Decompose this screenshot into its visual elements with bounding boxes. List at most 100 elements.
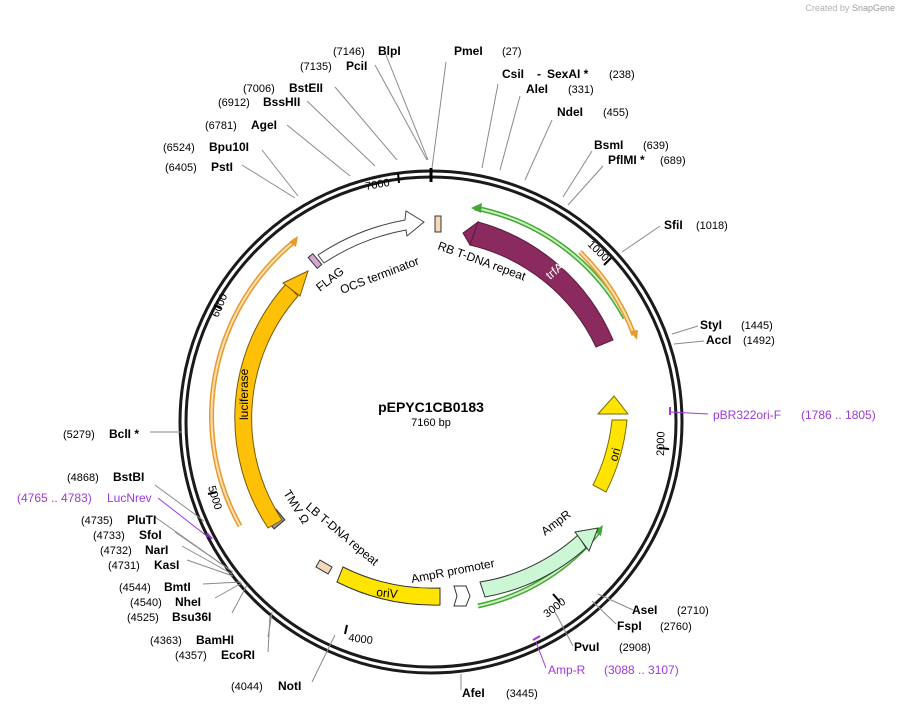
site-bstbi[interactable]: (4868) BstBI bbox=[67, 470, 144, 484]
tick-7000: 7000 bbox=[364, 177, 390, 193]
svg-text:(4731): (4731) bbox=[108, 560, 140, 572]
lb-tdna-feature[interactable] bbox=[315, 559, 333, 575]
site-ndei[interactable]: NdeI (455) bbox=[557, 105, 629, 119]
orange-primer-arrow-right bbox=[630, 330, 638, 340]
svg-text:(4363): (4363) bbox=[150, 635, 182, 647]
site-pluti[interactable]: (4735) PluTI bbox=[81, 513, 156, 527]
plasmid-name: pEPYC1CB0183 bbox=[378, 399, 484, 415]
oriv-label: oriV bbox=[376, 585, 399, 601]
site-sfoi[interactable]: (4733) SfoI bbox=[93, 528, 162, 542]
tick-3000: 3000 bbox=[541, 596, 568, 621]
svg-text:(1492): (1492) bbox=[743, 335, 775, 347]
svg-text:BstBI: BstBI bbox=[113, 470, 144, 484]
site-pflmi[interactable]: PflMI * (689) bbox=[608, 153, 686, 167]
site-pmei[interactable]: PmeI (27) bbox=[454, 44, 522, 58]
ocs-terminator-label: OCS terminator bbox=[338, 254, 421, 297]
plasmid-size: 7160 bp bbox=[411, 417, 451, 429]
site-sfii[interactable]: SfiI (1018) bbox=[664, 218, 728, 232]
tick-marks bbox=[207, 172, 670, 635]
site-fspi[interactable]: FspI (2760) bbox=[617, 619, 692, 633]
ori-arrowhead bbox=[596, 395, 630, 415]
svg-text:(4525): (4525) bbox=[127, 612, 159, 624]
ampr-promoter-feature[interactable] bbox=[453, 585, 471, 607]
svg-text:AleI: AleI bbox=[526, 82, 548, 96]
primer-lucnrev[interactable]: (4765 .. 4783) LucNrev bbox=[17, 491, 213, 540]
svg-text:(4735): (4735) bbox=[81, 515, 113, 527]
svg-text:NdeI: NdeI bbox=[557, 105, 583, 119]
site-bsteii[interactable]: (7006) BstEII bbox=[243, 81, 323, 95]
svg-text:AgeI: AgeI bbox=[251, 118, 277, 132]
site-psti[interactable]: (6405) PstI bbox=[165, 160, 233, 174]
svg-text:(2710): (2710) bbox=[677, 605, 709, 617]
site-styi[interactable]: StyI (1445) bbox=[700, 318, 773, 332]
rb-tdna-feature[interactable] bbox=[434, 215, 442, 233]
svg-text:BsmI: BsmI bbox=[594, 138, 623, 152]
svg-text:(4732): (4732) bbox=[100, 545, 132, 557]
site-alei[interactable]: AleI (331) bbox=[526, 82, 594, 96]
svg-text:(2908): (2908) bbox=[619, 642, 651, 654]
svg-text:PciI: PciI bbox=[346, 59, 367, 73]
site-pvui[interactable]: PvuI (2908) bbox=[574, 640, 651, 654]
site-noti[interactable]: (4044) NotI bbox=[231, 679, 301, 693]
site-csii-sexai[interactable]: CsiI - SexAI * (238) bbox=[502, 67, 635, 81]
orange-primer-line-right-inner bbox=[579, 251, 635, 336]
site-bamhi[interactable]: (4363) BamHI bbox=[150, 633, 234, 647]
svg-text:AccI: AccI bbox=[706, 333, 731, 347]
svg-text:(639): (639) bbox=[643, 140, 669, 152]
svg-text:(3088 .. 3107): (3088 .. 3107) bbox=[604, 663, 679, 677]
orange-primer-line-left-inner bbox=[210, 239, 297, 527]
svg-text:NheI: NheI bbox=[175, 595, 201, 609]
svg-text:NotI: NotI bbox=[278, 679, 301, 693]
svg-text:AfeI: AfeI bbox=[462, 686, 485, 700]
site-blpi[interactable]: (7146) BlpI bbox=[333, 44, 401, 58]
site-kasi[interactable]: (4731) KasI bbox=[108, 558, 179, 572]
site-nari[interactable]: (4732) NarI bbox=[100, 543, 168, 557]
svg-text:NarI: NarI bbox=[145, 543, 168, 557]
ampr-feature[interactable] bbox=[479, 534, 587, 598]
site-bcli[interactable]: (5279) BclI * bbox=[63, 427, 139, 441]
svg-text:SfiI: SfiI bbox=[664, 218, 683, 232]
svg-text:BmtI: BmtI bbox=[164, 580, 191, 594]
flag-feature[interactable] bbox=[307, 253, 323, 269]
svg-text:EcoRI: EcoRI bbox=[221, 648, 255, 662]
site-asei[interactable]: AseI (2710) bbox=[632, 603, 709, 617]
tick-2000: 2000 bbox=[655, 431, 667, 456]
svg-text:(7135): (7135) bbox=[300, 61, 332, 73]
site-acci[interactable]: AccI (1492) bbox=[706, 333, 775, 347]
ocs-terminator-feature[interactable] bbox=[317, 210, 425, 264]
site-ecori[interactable]: (4357) EcoRI bbox=[175, 648, 255, 662]
svg-text:AseI: AseI bbox=[632, 603, 657, 617]
svg-text:(7146): (7146) bbox=[333, 46, 365, 58]
site-bsshii[interactable]: (6912) BssHII bbox=[218, 95, 300, 109]
site-bsmi[interactable]: BsmI (639) bbox=[594, 138, 669, 152]
svg-text:(689): (689) bbox=[660, 155, 686, 167]
primer-amp-r[interactable]: Amp-R (3088 .. 3107) bbox=[532, 635, 679, 677]
svg-text:Bpu10I: Bpu10I bbox=[209, 140, 249, 154]
site-afei[interactable]: AfeI (3445) bbox=[462, 686, 538, 700]
trfA-primer-line-inner bbox=[474, 207, 626, 319]
site-bsu36i[interactable]: (4525) Bsu36I bbox=[127, 610, 211, 624]
svg-text:(4357): (4357) bbox=[175, 650, 207, 662]
site-agei[interactable]: (6781) AgeI bbox=[205, 118, 277, 132]
svg-text:FspI: FspI bbox=[617, 619, 642, 633]
site-nhei[interactable]: (4540) NheI bbox=[130, 595, 201, 609]
svg-text:(4765 .. 4783): (4765 .. 4783) bbox=[17, 491, 92, 505]
svg-text:(331): (331) bbox=[568, 84, 594, 96]
svg-text:LucNrev: LucNrev bbox=[107, 491, 152, 505]
svg-text:(6405): (6405) bbox=[165, 162, 197, 174]
svg-text:SfoI: SfoI bbox=[139, 528, 162, 542]
lb-tdna-label: LB T-DNA repeat bbox=[303, 500, 382, 569]
primer-pbr322ori-f[interactable]: pBR322ori-F (1786 .. 1805) bbox=[669, 407, 876, 422]
svg-text:(2760): (2760) bbox=[660, 621, 692, 633]
svg-text:(27): (27) bbox=[502, 46, 522, 58]
oriv-feature[interactable] bbox=[336, 566, 441, 606]
ampr-arrowhead bbox=[574, 527, 599, 553]
svg-text:Bsu36I: Bsu36I bbox=[172, 610, 211, 624]
site-bpu10i[interactable]: (6524) Bpu10I bbox=[163, 140, 249, 154]
svg-text:CsiI: CsiI bbox=[502, 67, 524, 81]
site-pcii[interactable]: (7135) PciI bbox=[300, 59, 367, 73]
ori-feature[interactable] bbox=[592, 419, 628, 493]
site-bmti[interactable]: (4544) BmtI bbox=[119, 580, 191, 594]
trfA-feature[interactable] bbox=[469, 221, 614, 348]
ampr-primer-arrow bbox=[594, 525, 603, 536]
